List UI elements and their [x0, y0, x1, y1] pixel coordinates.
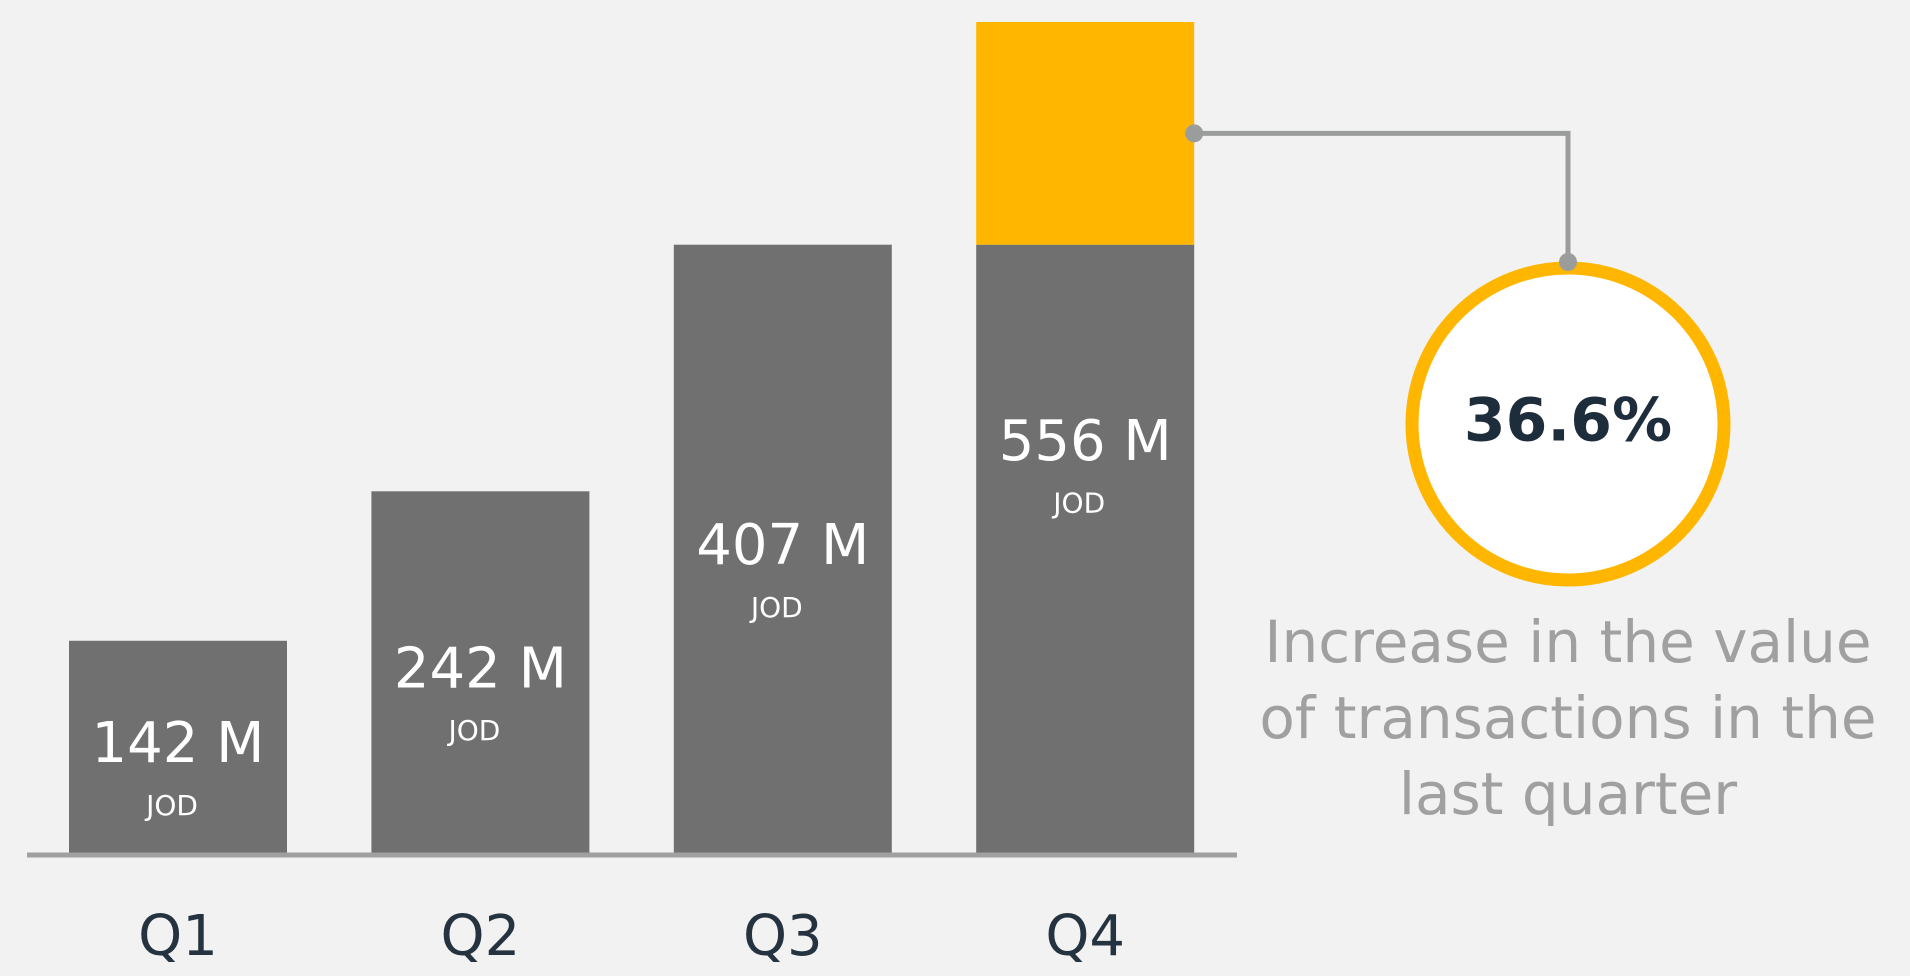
unit-label: JOD — [1051, 487, 1105, 520]
value-label: 407 M — [696, 513, 869, 578]
bar-segment — [976, 244, 1195, 853]
unit-label: JOD — [144, 789, 198, 822]
x-tick-label: Q1 — [138, 904, 218, 969]
value-label: 556 M — [999, 409, 1172, 474]
x-tick-label: Q4 — [1045, 904, 1125, 969]
annotation-value: 36.6% — [1464, 386, 1672, 456]
bar — [371, 491, 590, 853]
annotation-text: of transactions in the — [1259, 684, 1876, 752]
unit-label: JOD — [749, 591, 803, 624]
connector-dot — [1559, 253, 1577, 271]
annotation-text: last quarter — [1399, 760, 1737, 828]
bar — [673, 244, 892, 853]
x-tick-label: Q3 — [743, 904, 823, 969]
unit-label: JOD — [446, 714, 500, 747]
value-label: 142 M — [91, 711, 264, 776]
connector — [1194, 130, 1571, 262]
value-label: 242 M — [394, 636, 567, 701]
annotation-text: Increase in the value — [1264, 608, 1871, 676]
x-tick-label: Q2 — [441, 904, 521, 969]
connector-dot — [1185, 124, 1204, 143]
bar-increase — [976, 22, 1195, 245]
bar — [69, 640, 287, 853]
